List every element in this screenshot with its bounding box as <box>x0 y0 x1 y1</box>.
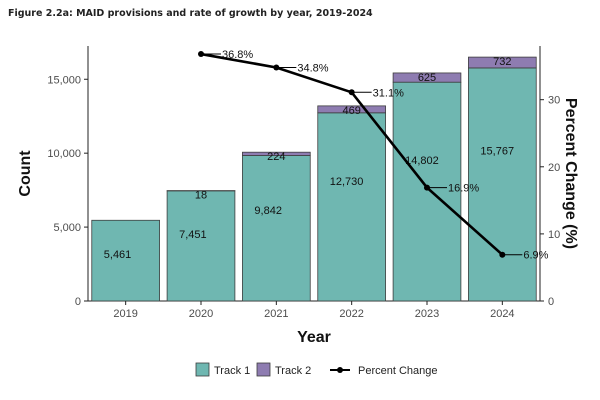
line-point <box>273 64 280 71</box>
bar-label-track1: 9,842 <box>254 205 282 217</box>
bar-label-track2: 18 <box>195 190 207 202</box>
bar-label-track2: 224 <box>267 151 285 163</box>
line-point <box>348 89 355 96</box>
bar-label-track1: 7,451 <box>179 229 207 241</box>
x-axis-title: Year <box>297 329 331 346</box>
bar-track1 <box>317 112 386 302</box>
y2-tick-label: 10 <box>548 229 560 241</box>
legend-swatch-track2 <box>256 362 271 377</box>
bar-track2 <box>242 151 311 156</box>
bar-label-track2: 732 <box>493 56 511 68</box>
bar-track1 <box>242 155 311 302</box>
x-tick-label: 2020 <box>189 308 213 320</box>
legend-swatch-point <box>337 367 343 373</box>
bar-label-track2: 469 <box>342 105 360 117</box>
x-tick-label: 2022 <box>339 308 363 320</box>
legend-swatch-track1 <box>195 362 210 377</box>
y-tick-label: 10,000 <box>47 148 81 160</box>
y2-tick-label: 30 <box>548 95 560 107</box>
line-point <box>424 184 430 191</box>
line-point <box>499 251 506 258</box>
x-tick-label: 2021 <box>264 308 288 320</box>
legend-label-track1: Track 1 <box>214 365 250 377</box>
line-point-label: 6.9% <box>523 250 548 262</box>
y2-tick-label: 20 <box>548 162 560 174</box>
line-point-label: 31.1% <box>373 87 404 99</box>
y2-tick-label: 0 <box>548 296 554 308</box>
y-tick-label: 5,000 <box>53 222 81 234</box>
bar-label-track1: 12,730 <box>330 176 364 188</box>
bar-track1 <box>91 219 160 302</box>
bar-track2 <box>468 56 537 69</box>
bar-track2 <box>317 105 386 114</box>
bar-label-track1: 5,461 <box>104 249 132 261</box>
bar-label-track2: 625 <box>418 72 436 84</box>
legend-label-percent-change: Percent Change <box>358 365 438 377</box>
line-point-label: 34.8% <box>297 62 328 74</box>
bar-label-track1: 14,802 <box>405 155 439 167</box>
line-point-label: 16.9% <box>448 183 479 195</box>
line-point-label: 36.8% <box>222 49 253 61</box>
bar-track1 <box>468 67 537 302</box>
x-tick-label: 2024 <box>490 308 514 320</box>
bar-track1 <box>166 190 236 302</box>
x-tick-label: 2023 <box>415 308 439 320</box>
y2-axis-title: Percent Change (%) <box>562 98 579 249</box>
bar-track2 <box>392 72 462 83</box>
y-tick-label: 15,000 <box>47 74 81 86</box>
x-tick-label: 2019 <box>113 308 137 320</box>
line-point <box>198 51 204 58</box>
figure-title: Figure 2.2a: MAID provisions and rate of… <box>8 8 373 19</box>
bar-label-track1: 15,767 <box>480 146 514 158</box>
legend-label-track2: Track 2 <box>275 365 311 377</box>
y-axis-title: Count <box>17 150 34 197</box>
y-tick-label: 0 <box>75 296 81 308</box>
